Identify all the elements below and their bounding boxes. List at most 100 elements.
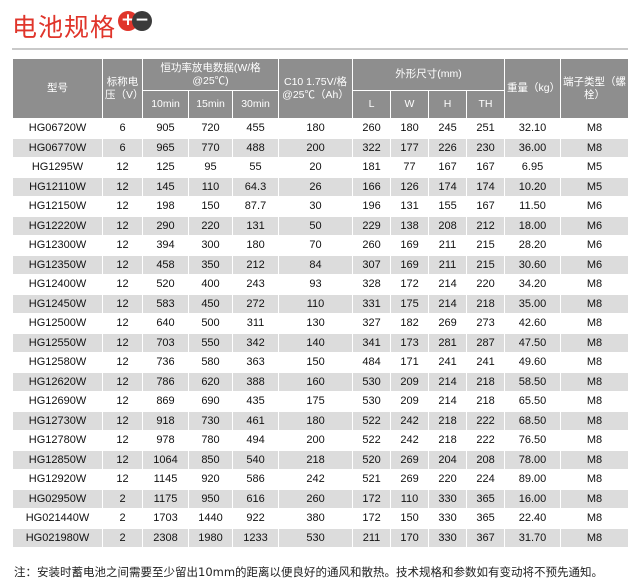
cell-power-30min: 243 (231, 274, 280, 295)
cell-capacity: 160 (278, 371, 354, 392)
cell-power-10min: 583 (142, 293, 189, 314)
cell-power-10min: 869 (142, 391, 189, 412)
cell-power-15min: 95 (188, 157, 233, 178)
cell-model: HG021440W (12, 508, 103, 529)
cell-length: 181 (352, 157, 392, 178)
cell-power-10min: 736 (142, 352, 189, 373)
cell-weight: 34.20 (504, 274, 562, 295)
cell-capacity: 50 (278, 215, 354, 236)
cell-power-10min: 520 (142, 274, 189, 295)
cell-power-15min: 550 (188, 332, 233, 353)
cell-power-15min: 220 (188, 215, 233, 236)
cell-power-15min: 580 (188, 352, 233, 373)
header-length: L (352, 90, 392, 119)
cell-capacity: 110 (278, 293, 354, 314)
cell-model: HG12110W (12, 176, 103, 197)
cell-voltage: 12 (102, 410, 143, 431)
table-row: HG12220W 12 290 220 131 50 229 138 208 212 18.00 M6 (12, 215, 630, 236)
cell-power-10min: 905 (142, 118, 189, 139)
table-row: HG12850W 12 1064 850 540 218 520 269 204 208 78.00… (12, 449, 630, 470)
cell-power-10min: 198 (142, 196, 189, 217)
cell-capacity: 20 (278, 157, 354, 178)
cell-length: 522 (352, 410, 392, 431)
cell-total-height: 218 (466, 391, 506, 412)
cell-length: 530 (352, 391, 392, 412)
cell-capacity: 150 (278, 352, 354, 373)
cell-power-15min: 300 (188, 235, 233, 256)
header-weight: 重量（kg） (504, 58, 562, 119)
table-row: HG12690W 12 869 690 435 175 530 209 214 218 65.50 M… (12, 391, 630, 412)
cell-height: 330 (428, 508, 468, 529)
cell-terminal: M8 (560, 332, 630, 353)
cell-weight: 76.50 (504, 430, 562, 451)
cell-total-height: 241 (466, 352, 506, 373)
cell-length: 331 (352, 293, 392, 314)
cell-terminal: M8 (560, 293, 630, 314)
cell-total-height: 273 (466, 313, 506, 334)
cell-terminal: M6 (560, 254, 630, 275)
cell-power-30min: 87.7 (231, 196, 280, 217)
cell-width: 209 (390, 371, 430, 392)
cell-length: 211 (352, 527, 392, 548)
cell-terminal: M8 (560, 391, 630, 412)
cell-terminal: M8 (560, 449, 630, 470)
cell-voltage: 12 (102, 274, 143, 295)
cell-capacity: 242 (278, 469, 354, 490)
table-row: HG12780W 12 978 780 494 200 522 242 218 222 76.50 M… (12, 430, 630, 451)
cell-power-30min: 212 (231, 254, 280, 275)
cell-weight: 31.70 (504, 527, 562, 548)
cell-weight: 11.50 (504, 196, 562, 217)
cell-width: 77 (390, 157, 430, 178)
cell-model: HG021980W (12, 527, 103, 548)
header-capacity: C10 1.75V/格@25℃（Ah） (278, 58, 354, 119)
cell-total-height: 212 (466, 215, 506, 236)
cell-power-30min: 488 (231, 137, 280, 158)
cell-terminal: M8 (560, 430, 630, 451)
cell-total-height: 208 (466, 449, 506, 470)
cell-terminal: M5 (560, 157, 630, 178)
cell-power-15min: 770 (188, 137, 233, 158)
cell-voltage: 12 (102, 313, 143, 334)
cell-power-10min: 1703 (142, 508, 189, 529)
cell-width: 180 (390, 118, 430, 139)
cell-capacity: 130 (278, 313, 354, 334)
cell-weight: 6.95 (504, 157, 562, 178)
cell-width: 269 (390, 449, 430, 470)
cell-length: 172 (352, 508, 392, 529)
cell-power-30min: 435 (231, 391, 280, 412)
cell-weight: 28.20 (504, 235, 562, 256)
cell-width: 170 (390, 527, 430, 548)
cell-length: 484 (352, 352, 392, 373)
table-row: HG12300W 12 394 300 180 70 260 169 211 215 28.20 M6 (12, 235, 630, 256)
cell-terminal: M8 (560, 352, 630, 373)
cell-power-30min: 586 (231, 469, 280, 490)
cell-height: 208 (428, 215, 468, 236)
cell-power-10min: 394 (142, 235, 189, 256)
cell-height: 269 (428, 313, 468, 334)
cell-model: HG06720W (12, 118, 103, 139)
cell-weight: 16.00 (504, 488, 562, 509)
page-title: 电池规格 (12, 13, 117, 42)
cell-weight: 35.00 (504, 293, 562, 314)
cell-length: 520 (352, 449, 392, 470)
cell-total-height: 174 (466, 176, 506, 197)
cell-power-15min: 1440 (188, 508, 233, 529)
table-row: HG021440W 2 1703 1440 922 380 172 150 330 365 22.4… (12, 508, 630, 529)
cell-height: 220 (428, 469, 468, 490)
cell-power-30min: 616 (231, 488, 280, 509)
cell-power-15min: 730 (188, 410, 233, 431)
footnote: 注：安装时蓄电池之间需要至少留出10mm的距离以便良好的通风和散热。技术规格和参… (14, 565, 604, 579)
cell-weight: 36.00 (504, 137, 562, 158)
table-row: HG12730W 12 918 730 461 180 522 242 218 222 68.50 M… (12, 410, 630, 431)
cell-capacity: 93 (278, 274, 354, 295)
table-row: HG02950W 2 1175 950 616 260 172 110 330 365 16.00 M… (12, 488, 630, 509)
minus-icon: − (132, 11, 153, 31)
cell-power-30min: 131 (231, 215, 280, 236)
cell-power-30min: 311 (231, 313, 280, 334)
cell-width: 171 (390, 352, 430, 373)
table-row: HG12580W 12 736 580 363 150 484 171 241 241 49.60 M… (12, 352, 630, 373)
cell-power-15min: 620 (188, 371, 233, 392)
cell-power-10min: 918 (142, 410, 189, 431)
cell-total-height: 224 (466, 469, 506, 490)
cell-height: 218 (428, 430, 468, 451)
